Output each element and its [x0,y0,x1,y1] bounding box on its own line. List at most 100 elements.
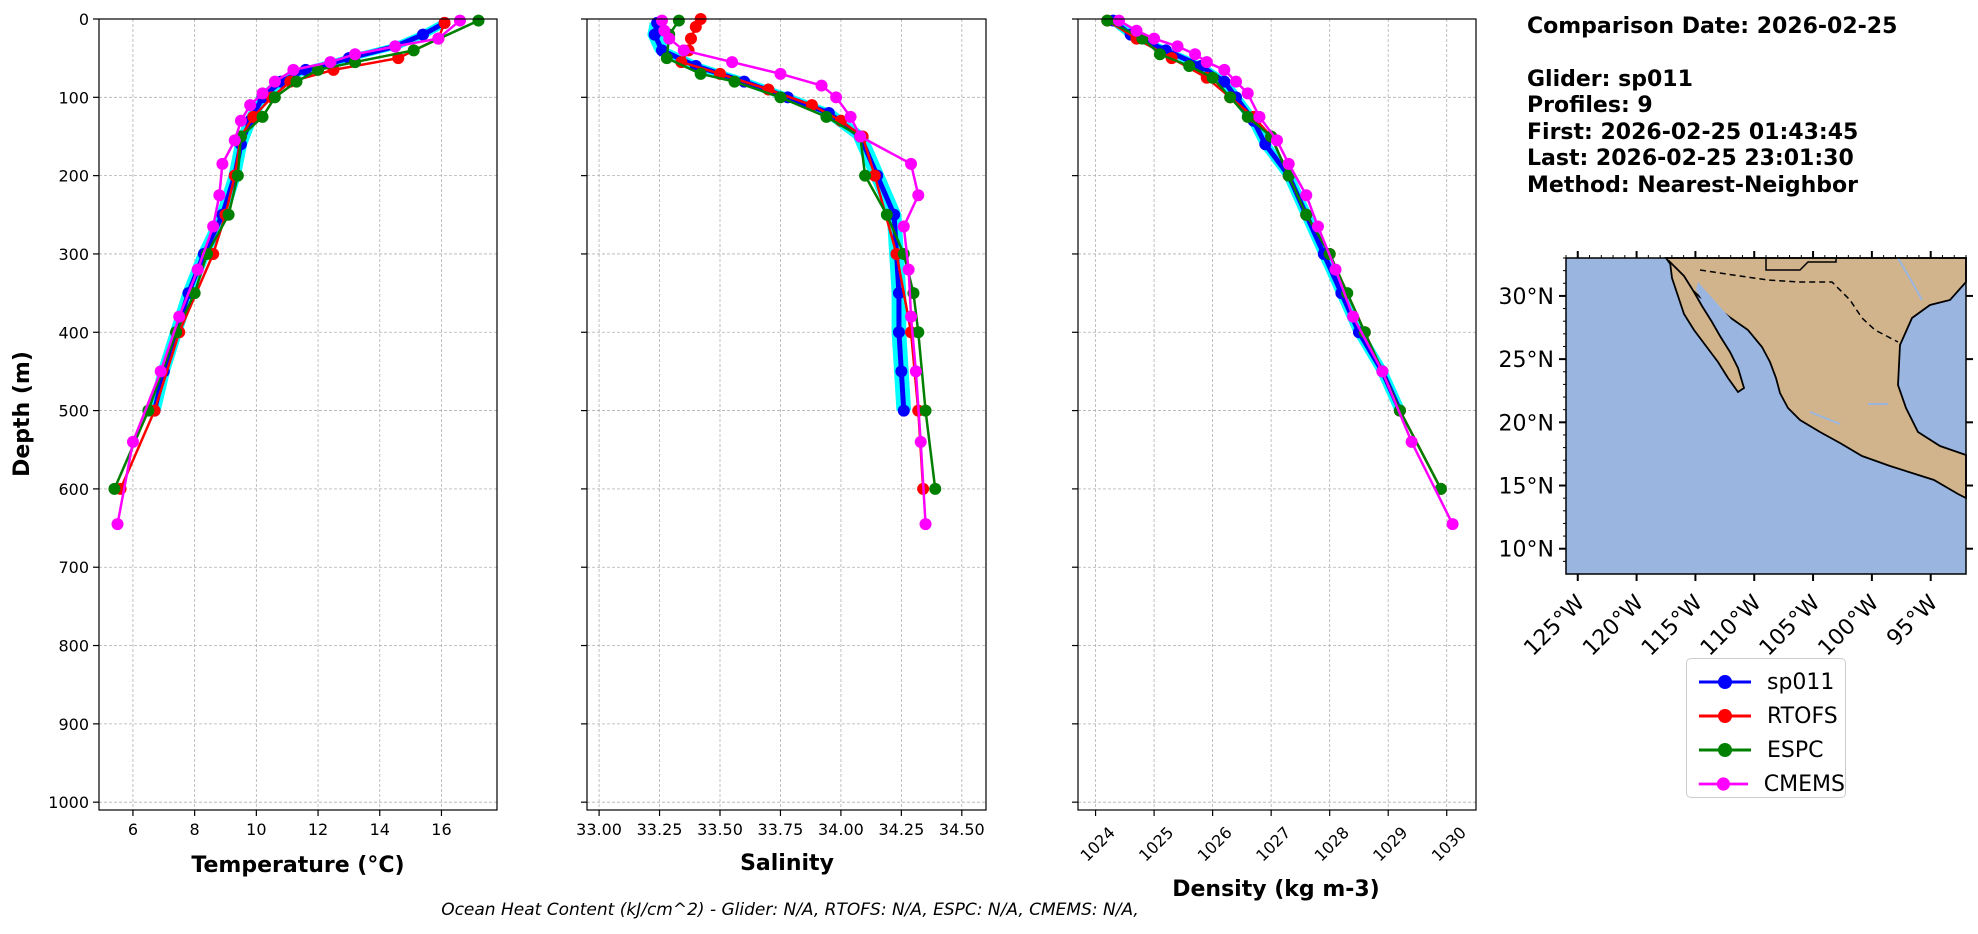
cmems-temperature-point [111,518,124,531]
legend-swatch-rtofs [1699,709,1751,723]
cmems-salinity-point [677,44,690,57]
density-tick-label: 1025 [1135,823,1177,865]
cmems-density-point [1112,14,1125,27]
cmems-density-point [1271,134,1283,147]
cmems-salinity-point [909,365,922,378]
depth-tick-label: 900 [58,715,89,734]
temperature-tick-label: 10 [246,820,266,839]
rtofs-temperature-point [438,16,451,29]
temperature-tick-label: 8 [190,820,200,839]
depth-tick-label: 200 [58,167,89,186]
cmems-salinity-point [655,14,668,27]
espc-salinity-point [820,110,833,123]
cmems-density-point [1347,310,1360,323]
espc-salinity-point [880,208,893,221]
depth-ylabel: Depth (m) [10,351,35,477]
temperature-tick-label: 6 [128,820,138,839]
cmems-temperature-point [216,157,229,170]
salinity-tick-label: 34.00 [818,820,864,839]
temperature-tick-label: 16 [431,820,451,839]
espc-temperature-point [256,110,269,123]
cmems-density-point [1189,48,1202,61]
espc-salinity-point [660,52,673,65]
legend-item-rtofs: RTOFS [1687,699,1845,733]
espc-temperature-point [290,75,303,88]
map-lon-label: 125°W [1519,590,1590,661]
map-inset: 30°N 25°N 20°N 15°N 10°N 125°W120°W115°W110°W… [1499,251,1973,661]
cmems-temperature-point [324,56,337,69]
rtofs-temperature-line [119,22,446,490]
profile-count: Profiles: 9 [1527,93,1653,118]
sp011-salinity-point [648,28,661,41]
espc-density-point [1183,59,1196,72]
map-lat-label: 20°N [1499,411,1554,436]
salinity-tick-label: 34.50 [939,820,985,839]
legend-item-cmems: CMEMS [1687,767,1845,801]
cmems-temperature-point [453,14,466,27]
depth-tick-label: 300 [58,245,89,264]
legend-label-cmems: CMEMS [1763,771,1845,797]
rtofs-density-line [1106,19,1442,490]
espc-temperature-point [407,44,420,57]
cmems-salinity-point [912,189,925,202]
density-axes-frame [1077,18,1477,811]
rtofs-salinity-point [684,32,697,45]
espc-temperature-line [113,19,480,490]
cmems-density-point [1171,40,1184,53]
rtofs-salinity-point [689,20,702,33]
cmems-salinity-point [726,56,739,69]
temperature-tick-label: 12 [308,820,328,839]
cmems-temperature-point [126,435,139,448]
map-lon-label: 110°W [1696,590,1767,661]
cmems-salinity-point [897,220,910,233]
cmems-temperature-point [173,310,186,323]
cmems-density-line [1118,19,1454,525]
gulf-of-california [1696,282,1754,360]
espc-salinity-point [859,169,872,182]
espc-salinity-point [728,75,741,88]
depth-tick-label: 700 [58,558,89,577]
map-lon-label: 100°W [1814,590,1885,661]
legend-label-sp011: sp011 [1767,669,1835,695]
salinity-tick-label: 34.25 [878,820,924,839]
salinity-tick-label: 33.25 [637,820,683,839]
espc-temperature-point [188,287,201,300]
map-lat-label: 25°N [1499,348,1554,373]
sp011-spread-line [657,22,912,411]
legend-item-sp011: sp011 [1687,665,1845,699]
map-lon-label: 115°W [1637,590,1708,661]
sp011-spread-line [155,20,450,412]
cmems-density-point [1200,56,1213,69]
sp011-spread-line [647,22,902,411]
espc-density-point [1282,169,1295,182]
temperature-tick-label: 14 [370,820,390,839]
cmems-temperature-point [207,220,220,233]
cmems-density-point [1230,75,1243,88]
espc-salinity-point [694,67,707,80]
cmems-temperature-point [287,63,300,76]
legend-item-espc: ESPC [1687,733,1845,767]
cmems-temperature-line [116,19,461,525]
temperature-axes-frame [98,18,498,811]
legend-label-espc: ESPC [1767,737,1824,763]
cmems-salinity-point [905,157,918,170]
sp011-density-point [1218,75,1231,88]
cmems-density-point [1311,220,1324,233]
map-lat-label: 10°N [1499,538,1554,563]
legend-swatch-sp011 [1699,675,1751,689]
espc-density-point [1206,71,1219,84]
espc-salinity-point [929,482,942,495]
comparison-date: Comparison Date: 2026-02-25 [1527,14,1898,39]
depth-tick-label: 1000 [48,793,89,812]
density-tick-label: 1027 [1252,823,1294,865]
cmems-salinity-point [815,79,828,92]
cmems-temperature-point [191,263,204,276]
rtofs-temperature-point [247,110,260,123]
cmems-temperature-point [244,99,257,112]
temperature-panel: 0 100 200 300 400 500 600 700 800 900 1000 6 8 10 12 1… [10,10,498,878]
cmems-temperature-point [228,134,241,147]
cmems-salinity-point [914,435,927,448]
espc-density-point [1241,110,1254,123]
sp011-spread-line [1108,18,1400,412]
